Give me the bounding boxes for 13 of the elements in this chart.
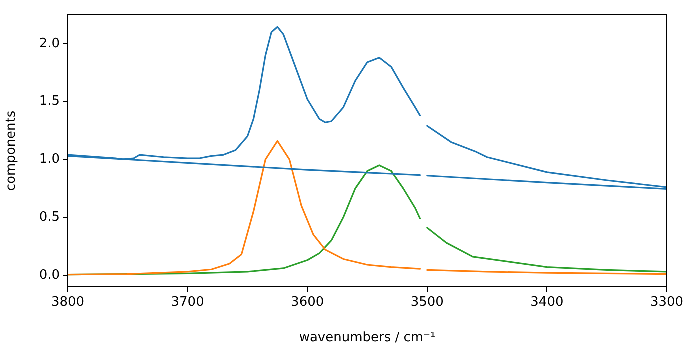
x-tick-label: 3500	[410, 295, 444, 310]
y-tick-label: 0.5	[39, 210, 60, 225]
y-tick-label: 2.0	[39, 36, 60, 52]
x-tick-label: 3700	[171, 295, 204, 310]
x-tick-label: 3300	[650, 295, 684, 310]
x-axis-title: wavenumbers / cm⁻¹	[299, 330, 436, 346]
y-tick-label: 1.0	[39, 152, 60, 168]
x-tick-label: 3400	[530, 295, 564, 310]
x-tick-label: 3800	[51, 295, 85, 310]
y-tick-label: 1.5	[39, 94, 60, 110]
y-tick-label: 0.0	[39, 268, 60, 283]
x-tick-label: 3600	[291, 295, 324, 310]
y-axis-title: components	[4, 110, 20, 192]
